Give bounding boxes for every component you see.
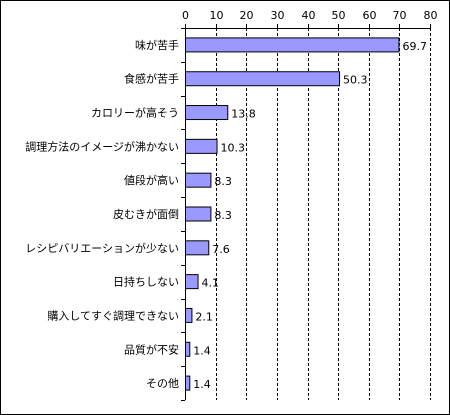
bar-layer [185, 37, 400, 391]
label-layer: 0 10 20 30 40 50 60 70 80 味が苦手 69.7 食感が苦手 50.3 カロリーが高… [25, 9, 437, 391]
axis-layer [181, 24, 431, 401]
bar [185, 341, 191, 357]
bar [185, 138, 218, 154]
category-label: 食感が苦手 [124, 72, 179, 86]
bar [185, 206, 212, 222]
data-label: 7.6 [212, 243, 230, 256]
category-label: 味が苦手 [135, 38, 179, 52]
category-label: カロリーが高そう [91, 106, 179, 120]
x-tick-label: 60 [363, 9, 377, 22]
bar [185, 37, 400, 53]
x-tick-label: 0 [182, 9, 189, 22]
bar [185, 172, 212, 188]
bar [185, 274, 199, 290]
x-tick-label: 20 [240, 9, 254, 22]
data-label: 8.3 [214, 175, 232, 188]
data-label: 1.4 [193, 378, 211, 391]
x-tick-label: 70 [393, 9, 407, 22]
data-label: 4.1 [202, 277, 220, 290]
data-label: 13.8 [231, 108, 256, 121]
x-tick-label: 10 [210, 9, 224, 22]
bar [185, 71, 341, 87]
x-tick-label: 30 [271, 9, 285, 22]
category-label: 値段が高い [124, 173, 179, 187]
data-label: 50.3 [343, 74, 368, 87]
data-label: 8.3 [214, 209, 232, 222]
data-label: 1.4 [193, 344, 211, 357]
data-label: 10.3 [221, 141, 246, 154]
category-label: 購入してすぐ調理できない [47, 308, 179, 322]
bar [185, 375, 191, 391]
x-tick-label: 40 [302, 9, 316, 22]
category-label: 皮むきが面倒 [113, 207, 179, 221]
x-tick-label: 80 [424, 9, 438, 22]
category-label: 日持ちしない [113, 275, 179, 289]
bar [185, 307, 193, 323]
category-label: レシピバリエーションが少ない [25, 241, 179, 255]
bar [185, 240, 210, 256]
grid-layer [216, 28, 431, 400]
category-label: 調理方法のイメージが沸かない [25, 139, 179, 153]
category-label: その他 [146, 377, 179, 390]
x-tick-label: 50 [332, 9, 346, 22]
bar [185, 105, 229, 121]
data-label: 69.7 [402, 40, 427, 53]
category-label: 品質が不安 [124, 342, 179, 356]
data-label: 2.1 [195, 310, 213, 323]
